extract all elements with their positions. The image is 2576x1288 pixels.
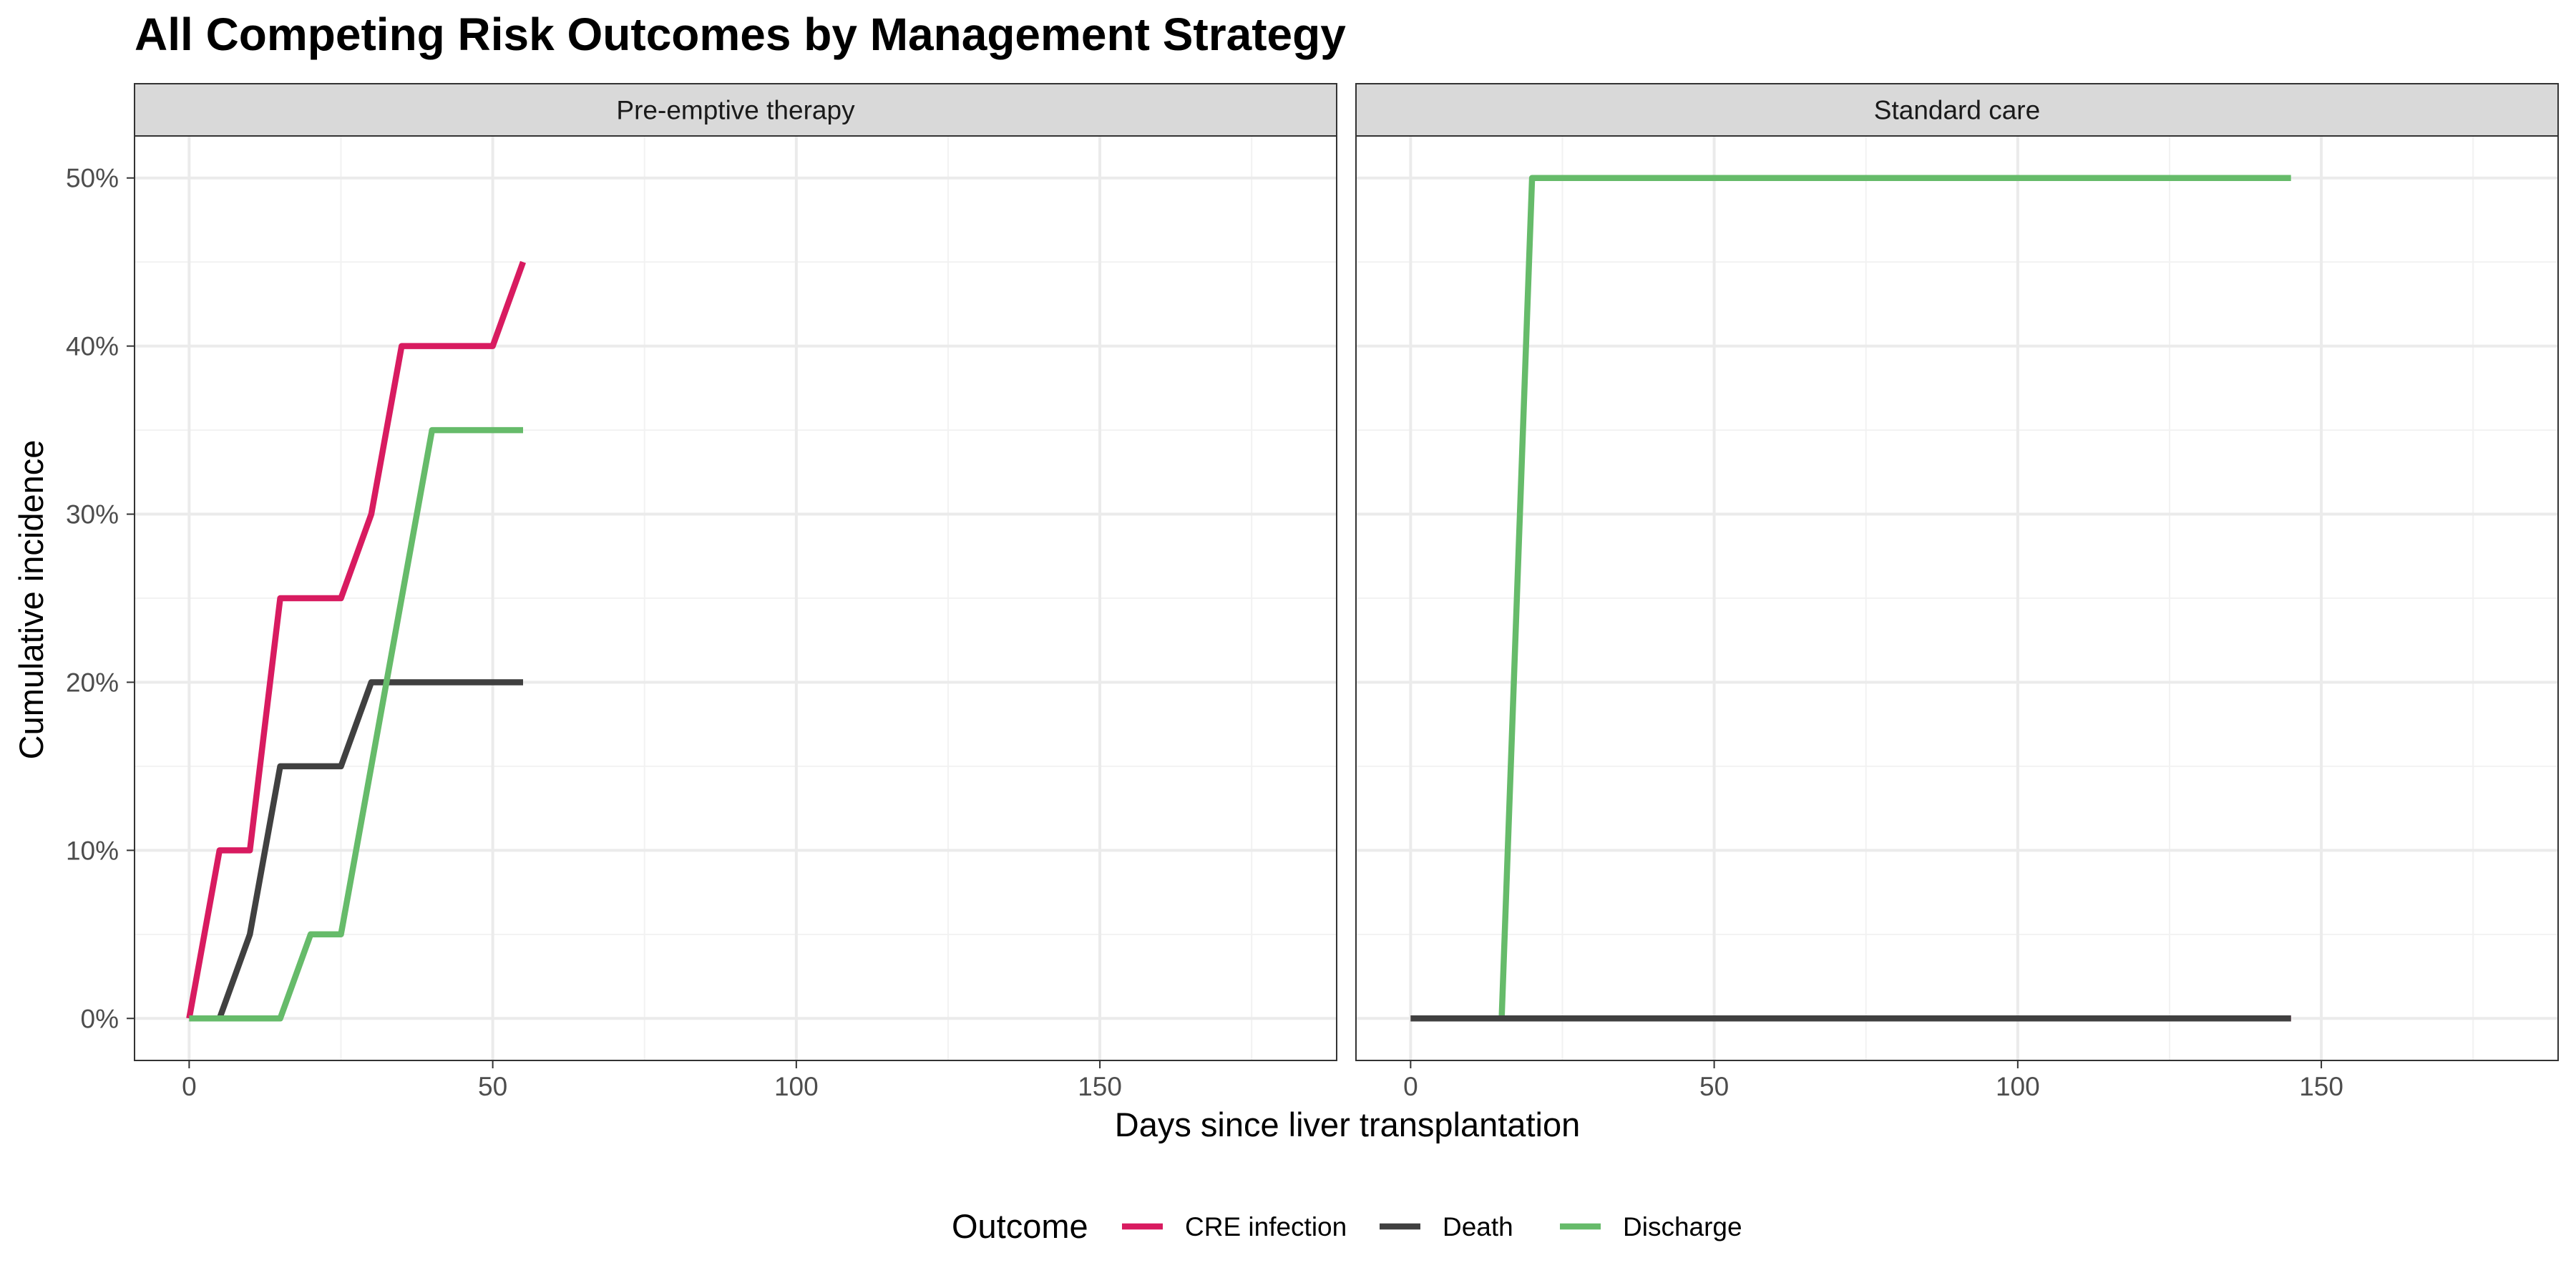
y-tick-label: 50% — [66, 164, 119, 193]
facet-strip-label: Pre-emptive therapy — [616, 96, 855, 125]
legend-label: Death — [1443, 1212, 1513, 1241]
panel-border — [134, 135, 1337, 1061]
y-tick-label: 10% — [66, 836, 119, 865]
panel-border — [1355, 135, 2559, 1061]
legend-label: Discharge — [1623, 1212, 1742, 1241]
legend: Outcome CRE infection Death Discharge — [952, 1207, 1742, 1245]
x-tick-label: 100 — [774, 1072, 819, 1101]
legend-item: Death — [1380, 1212, 1513, 1241]
legend-item: CRE infection — [1122, 1212, 1347, 1241]
series-line-discharge — [189, 426, 523, 1022]
y-axis: 0% 10% 20% 30% 40% 50% — [66, 164, 135, 1033]
x-tick-label: 0 — [182, 1072, 197, 1101]
series-line-cre-infection — [186, 260, 526, 1020]
x-axis: 0 50 100 150 — [1403, 1060, 2343, 1101]
legend-label: CRE infection — [1185, 1212, 1347, 1241]
facet-strip-background — [134, 83, 1337, 137]
y-axis-title: Cumulative incidence — [12, 440, 50, 760]
facet-panel-1: Pre-emptive therapy 0 50 100 150 0% 10% 20% 30% 4… — [66, 83, 1337, 1101]
facet-panel-2: Standard care 0 50 100 150 — [1355, 83, 2559, 1101]
series-lines — [1410, 175, 2291, 1022]
y-tick-label: 0% — [81, 1004, 119, 1033]
y-tick-label: 20% — [66, 668, 119, 697]
x-tick-label: 50 — [478, 1072, 507, 1101]
series-line-death — [189, 679, 523, 1022]
x-tick-label: 50 — [1699, 1072, 1729, 1101]
x-tick-label: 0 — [1403, 1072, 1418, 1101]
x-axis: 0 50 100 150 — [182, 1060, 1122, 1101]
x-tick-label: 150 — [1078, 1072, 1122, 1101]
x-axis-title: Days since liver transplantation — [1115, 1106, 1580, 1143]
y-tick-label: 40% — [66, 332, 119, 361]
facet-strip-label: Standard care — [1874, 96, 2040, 125]
y-tick-label: 30% — [66, 500, 119, 530]
facet-panels: Pre-emptive therapy 0 50 100 150 0% 10% 20% 30% 4… — [66, 83, 2559, 1101]
chart-title: All Competing Risk Outcomes by Managemen… — [135, 9, 1346, 60]
x-tick-label: 150 — [2299, 1072, 2343, 1101]
legend-title: Outcome — [952, 1207, 1088, 1245]
legend-item: Discharge — [1560, 1212, 1742, 1241]
series-lines — [186, 260, 526, 1022]
x-tick-label: 100 — [1996, 1072, 2040, 1101]
